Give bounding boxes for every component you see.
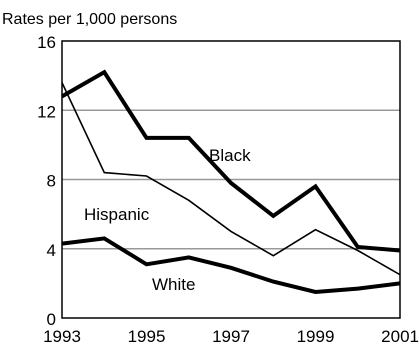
gridlines	[62, 109, 400, 250]
x-tick-label-2: 1997	[212, 327, 250, 346]
x-tick-labels: 1993 1995 1997 1999 2001	[43, 327, 419, 346]
y-tick-label-4: 16	[37, 33, 56, 52]
series-lines	[61, 69, 401, 295]
x-tick-label-1: 1995	[128, 327, 166, 346]
y-tick-label-2: 8	[47, 172, 56, 191]
y-axis-unit-label: Rates per 1,000 persons	[2, 11, 177, 28]
series-label-hispanic: Hispanic	[84, 205, 150, 224]
series-line-hispanic	[61, 82, 401, 276]
series-label-black: Black	[209, 146, 251, 165]
series-label-white: White	[152, 275, 195, 294]
y-tick-label-1: 4	[47, 241, 56, 260]
x-tick-label-4: 2001	[381, 327, 419, 346]
series-line-black	[61, 69, 401, 253]
x-tick-label-0: 1993	[43, 327, 81, 346]
x-tick-label-3: 1999	[297, 327, 335, 346]
plot-frame	[61, 40, 401, 319]
y-tick-label-0: 0	[47, 310, 56, 329]
y-tick-labels: 0 4 8 12 16	[37, 33, 56, 329]
y-tick-label-3: 12	[37, 102, 56, 121]
series-line-white	[61, 236, 401, 295]
